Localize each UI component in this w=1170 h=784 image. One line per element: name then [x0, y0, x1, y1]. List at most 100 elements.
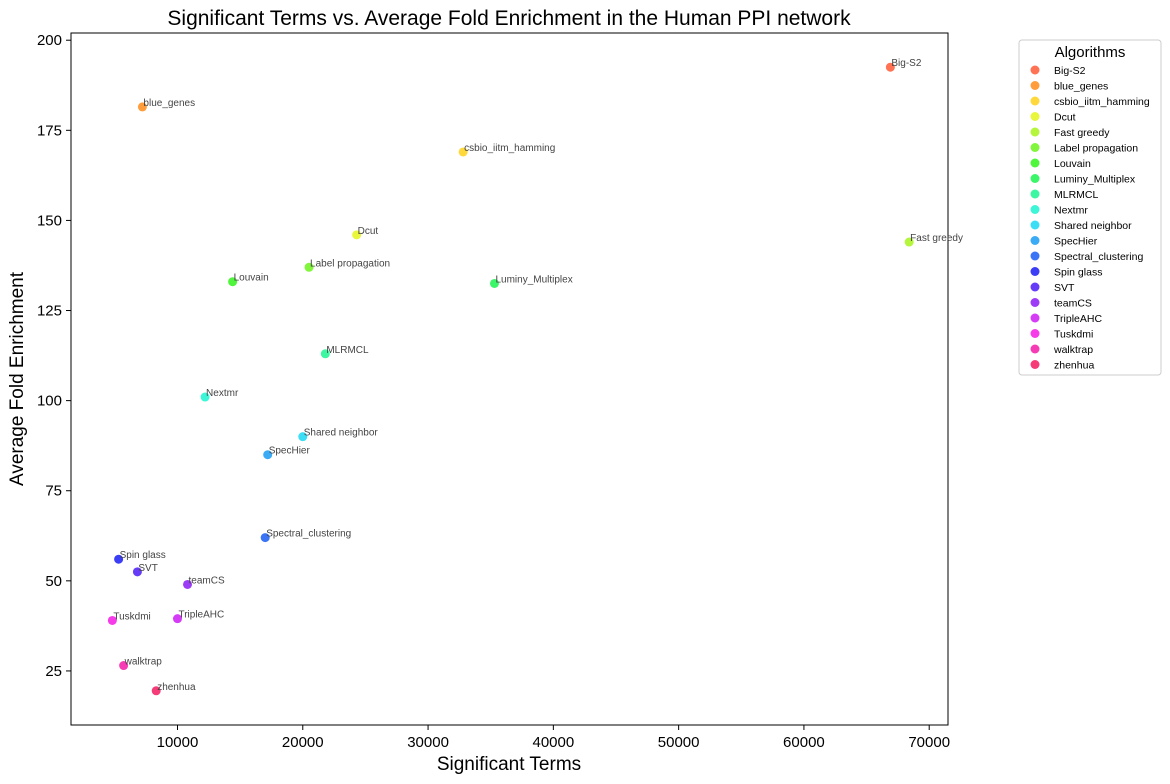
legend-label: csbio_iitm_hamming: [1054, 96, 1150, 108]
legend-label: Big-S2: [1054, 65, 1086, 77]
legend-items: Big-S2 blue_genes csbio_iitm_hamming Dcut Fa…: [1030, 65, 1150, 372]
legend-label: Spin glass: [1054, 267, 1102, 279]
y-tick-label: 75: [45, 483, 62, 500]
data-point: [183, 579, 193, 589]
legend-label: Dcut: [1054, 112, 1076, 124]
data-point: [132, 567, 142, 577]
data-point-label: Fast greedy: [910, 233, 963, 244]
legend-marker: [1030, 329, 1040, 338]
legend-marker: [1030, 267, 1040, 276]
y-tick-label: 50: [45, 573, 62, 590]
x-axis: 10000 20000 30000 40000 50000 60000 70000: [157, 725, 950, 751]
legend: Algorithms Big-S2 blue_genes csbio_iitm_ha…: [1018, 39, 1162, 376]
legend-label: Nextmr: [1054, 205, 1088, 217]
legend-marker: [1030, 174, 1040, 183]
data-point-label: SpecHier: [269, 446, 311, 457]
data-point: [298, 432, 308, 442]
legend-marker: [1030, 81, 1040, 90]
legend-label: SpecHier: [1054, 236, 1098, 248]
data-point-label: MLRMCL: [326, 345, 369, 356]
legend-label: SVT: [1054, 282, 1075, 294]
data-point-labels: Big-S2 blue_genes csbio_iitm_hamming Dcut Fa…: [113, 58, 963, 693]
legend-marker: [1030, 360, 1040, 369]
data-point-label: teamCS: [189, 575, 225, 586]
data-point-label: Shared neighbor: [304, 428, 379, 439]
legend-label: Shared neighbor: [1054, 220, 1132, 232]
legend-marker: [1030, 344, 1040, 354]
x-tick-label: 60000: [783, 734, 825, 751]
legend-marker: [1030, 282, 1040, 292]
legend-marker: [1030, 143, 1040, 152]
legend-frame: [1018, 39, 1162, 376]
y-tick-label: 150: [37, 212, 62, 229]
plot-area: [70, 32, 949, 726]
y-tick-label: 25: [45, 663, 62, 680]
data-point: [263, 450, 273, 460]
data-point: [172, 614, 182, 624]
legend-label: walktrap: [1053, 344, 1093, 356]
legend-label: Tuskdmi: [1054, 329, 1093, 341]
data-point-label: zhenhua: [157, 682, 196, 693]
data-point-label: Dcut: [358, 226, 379, 237]
y-axis: 25 50 75 100 125 150 175 200: [37, 32, 71, 680]
x-axis-title: Significant Terms: [437, 754, 581, 775]
legend-marker: [1030, 298, 1040, 307]
x-tick-label: 20000: [282, 734, 324, 751]
data-point-label: Label propagation: [310, 258, 390, 269]
y-tick-label: 125: [37, 303, 62, 320]
legend-label: Louvain: [1054, 158, 1091, 170]
data-point: [260, 533, 270, 543]
data-point-label: TripleAHC: [178, 610, 224, 621]
legend-marker: [1030, 112, 1040, 121]
data-point: [107, 615, 117, 625]
data-point-label: Louvain: [234, 273, 269, 284]
legend-marker: [1030, 220, 1040, 230]
data-point: [304, 262, 314, 272]
data-point: [489, 278, 499, 288]
legend-label: Label propagation: [1054, 143, 1138, 155]
data-point: [119, 661, 129, 671]
legend-marker: [1030, 236, 1040, 245]
legend-marker: [1030, 251, 1040, 261]
data-point: [885, 62, 895, 72]
x-tick-label: 70000: [908, 734, 950, 751]
legend-marker: [1030, 65, 1040, 75]
legend-marker: [1030, 205, 1040, 214]
legend-label: blue_genes: [1054, 81, 1108, 93]
legend-marker: [1030, 189, 1040, 199]
x-tick-label: 40000: [532, 734, 574, 751]
data-point: [904, 237, 914, 247]
data-point: [114, 554, 124, 564]
legend-label: MLRMCL: [1054, 189, 1098, 201]
legend-label: Spectral_clustering: [1054, 251, 1143, 263]
legend-marker: [1030, 313, 1040, 323]
data-point-label: Big-S2: [891, 58, 921, 69]
data-point-label: Luminy_Multiplex: [495, 274, 572, 285]
legend-label: TripleAHC: [1054, 313, 1102, 325]
data-point: [137, 102, 147, 112]
legend-label: Fast greedy: [1054, 127, 1110, 139]
data-point: [228, 277, 238, 287]
chart-title: Significant Terms vs. Average Fold Enric…: [167, 7, 851, 30]
y-axis-title: Average Fold Enrichment: [7, 271, 28, 486]
data-point: [151, 686, 161, 696]
legend-label: zhenhua: [1054, 360, 1094, 372]
x-tick-label: 50000: [658, 734, 700, 751]
data-point-label: Spectral_clustering: [266, 529, 351, 540]
data-point-label: Tuskdmi: [113, 611, 150, 622]
data-point: [200, 392, 210, 402]
data-point: [458, 147, 468, 157]
data-point-label: Nextmr: [206, 388, 239, 399]
legend-title: Algorithms: [1055, 44, 1126, 61]
data-point-label: walktrap: [124, 657, 163, 668]
y-tick-label: 200: [37, 32, 62, 49]
data-points: [107, 62, 914, 696]
data-point: [352, 230, 362, 240]
y-tick-label: 100: [37, 393, 62, 410]
data-point-label: SVT: [138, 563, 157, 574]
x-tick-label: 10000: [157, 734, 199, 751]
data-point: [320, 349, 330, 359]
legend-marker: [1030, 158, 1040, 168]
legend-marker: [1030, 96, 1040, 106]
